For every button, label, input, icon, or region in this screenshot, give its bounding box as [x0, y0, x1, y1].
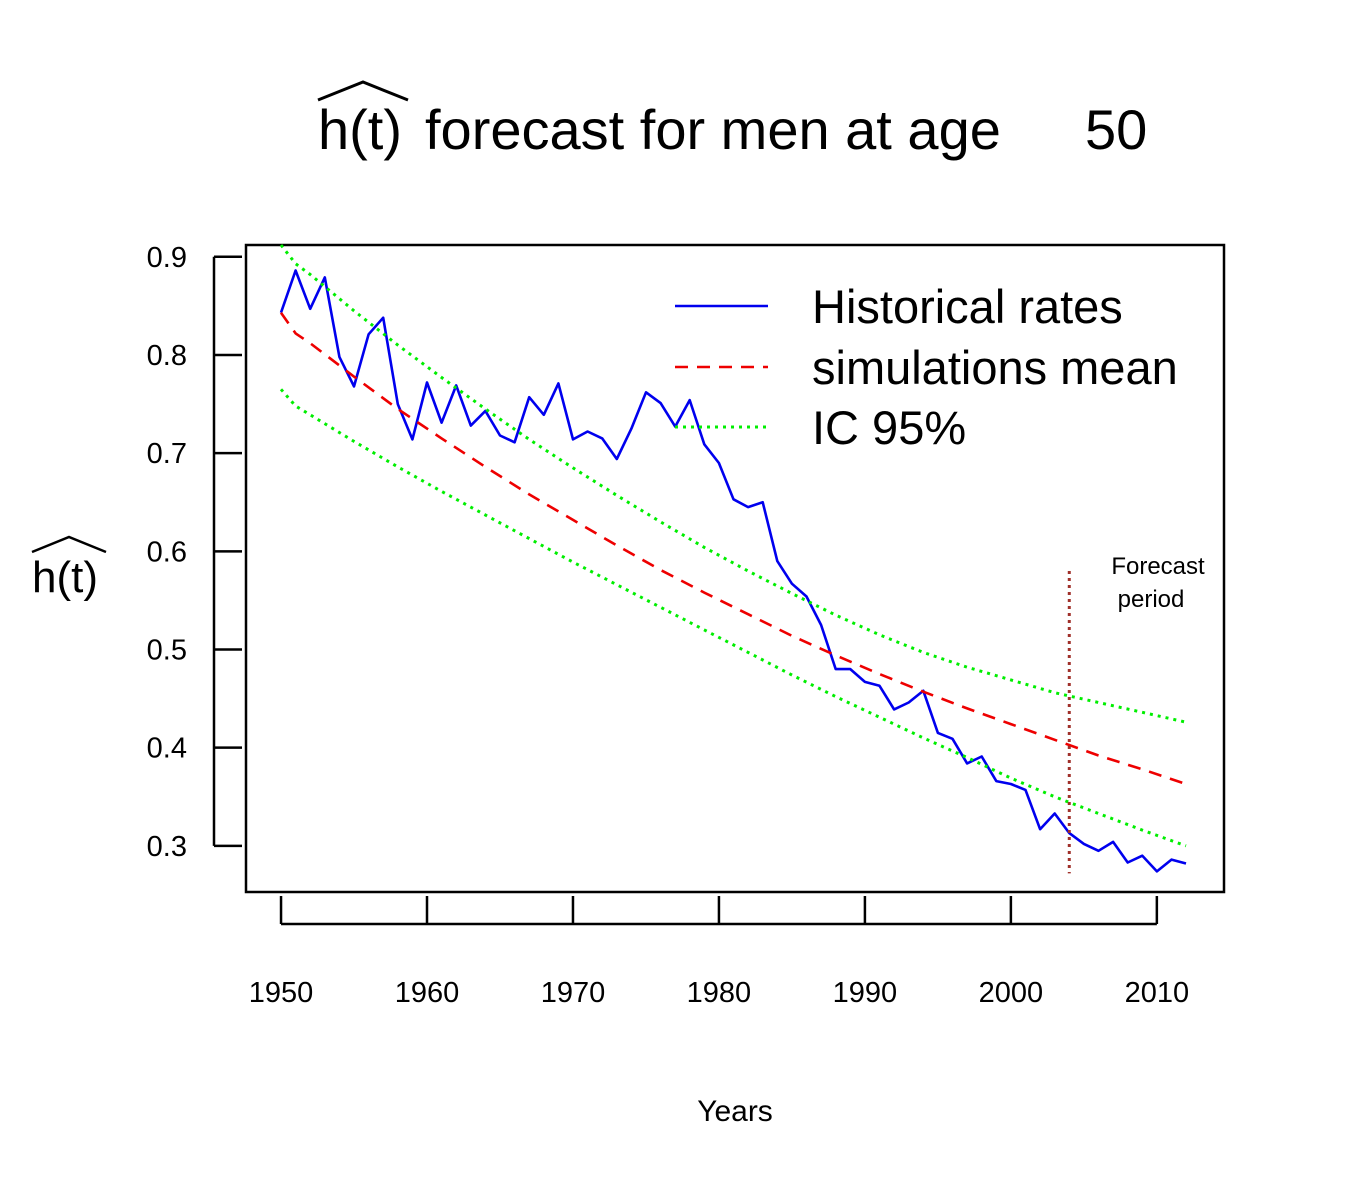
y-tick-label: 0.8 — [147, 340, 187, 372]
plot-frame — [244, 243, 1226, 894]
y-axis-label-text: h(t) — [32, 553, 98, 602]
title-age: 50 — [1085, 98, 1147, 161]
y-axis-label: h(t) — [31, 535, 107, 602]
x-tick-label: 2000 — [979, 977, 1044, 1009]
x-tick-label: 1950 — [249, 977, 314, 1009]
series-ic95-upper — [279, 244, 1187, 724]
x-tick-label: 1990 — [833, 977, 898, 1009]
chart-title: h(t) forecast for men at age 50 — [317, 80, 1147, 161]
title-text: forecast for men at age — [425, 98, 1001, 161]
series-layer — [279, 244, 1187, 873]
x-tick-label: 1980 — [687, 977, 752, 1009]
y-axis: 0.3 0.4 0.5 0.6 0.7 0.8 0.9 — [147, 242, 242, 863]
y-tick-label: 0.4 — [147, 733, 187, 765]
x-tick-label: 1960 — [395, 977, 460, 1009]
forecast-annotation-line-2: period — [1118, 586, 1185, 613]
x-tick-label: 1970 — [541, 977, 606, 1009]
y-tick-label: 0.9 — [147, 242, 187, 274]
legend: Historical rates simulations mean IC 95% — [675, 280, 1178, 454]
legend-label-ic95: IC 95% — [812, 401, 966, 454]
y-tick-label: 0.3 — [147, 831, 187, 863]
legend-label-mean: simulations mean — [812, 341, 1178, 394]
x-axis: 1950 1960 1970 1980 1990 2000 2010 — [249, 896, 1189, 1009]
y-tick-label: 0.7 — [147, 438, 187, 470]
title-hat — [317, 80, 409, 102]
forecast-annotation-line-1: Forecast — [1111, 553, 1205, 580]
forecast-annotation: Forecast period — [1111, 553, 1205, 613]
series-historical-rates — [279, 269, 1187, 873]
x-axis-label: Years — [697, 1095, 773, 1128]
legend-label-historical: Historical rates — [812, 280, 1123, 333]
series-ic95-lower — [279, 388, 1187, 848]
y-tick-label: 0.6 — [147, 536, 187, 568]
y-axis-label-hat — [31, 535, 107, 554]
y-tick-label: 0.5 — [147, 634, 187, 666]
series-simulations-mean — [279, 311, 1187, 786]
title-prefix: h(t) — [318, 98, 402, 161]
x-tick-label: 2010 — [1125, 977, 1190, 1009]
